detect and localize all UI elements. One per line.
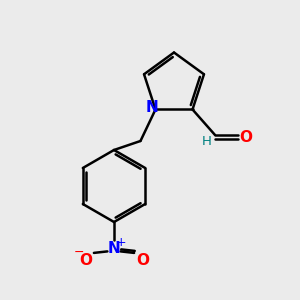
Text: +: + <box>115 236 126 249</box>
Text: H: H <box>202 135 212 148</box>
Text: N: N <box>146 100 158 116</box>
Text: −: − <box>74 246 84 260</box>
Text: O: O <box>79 253 92 268</box>
Text: O: O <box>136 253 149 268</box>
Text: O: O <box>239 130 252 145</box>
Text: N: N <box>108 241 120 256</box>
